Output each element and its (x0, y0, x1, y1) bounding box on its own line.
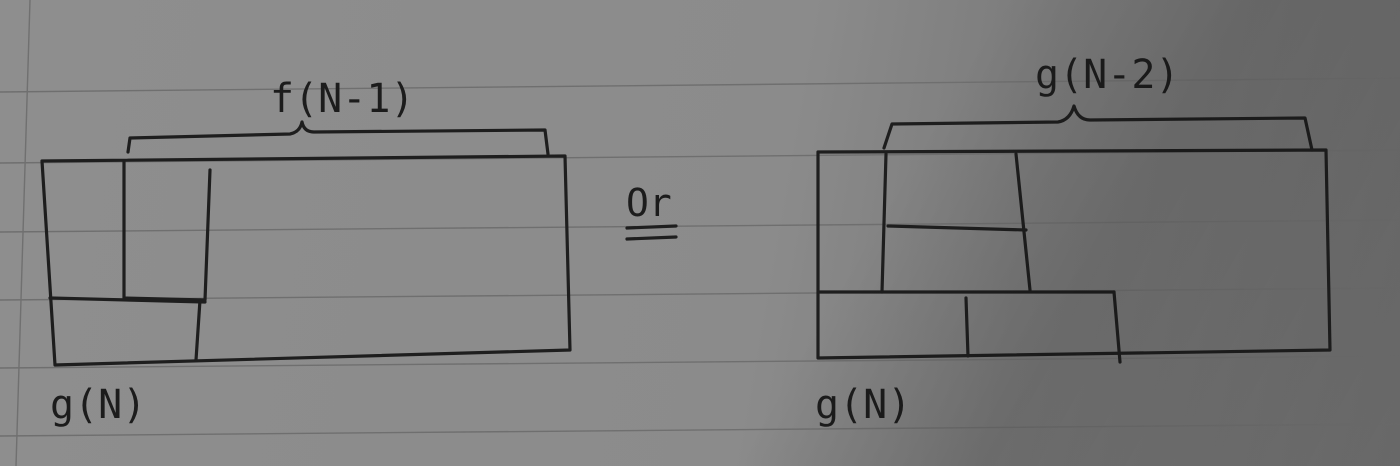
left-top-label: f(N-1) (270, 76, 415, 122)
left-brace (126, 120, 550, 156)
left-diagram: f(N-1) g(N) (40, 76, 572, 428)
right-vertical-pair (880, 152, 1032, 294)
right-outer-rect (816, 148, 1332, 360)
left-bottom-tile-divider (194, 298, 202, 362)
separator-underline-2 (625, 235, 678, 241)
right-diagram: g(N-2) g(N) (815, 52, 1332, 428)
right-bottom-tiles (964, 290, 1122, 364)
left-bottom-label: g(N) (50, 382, 146, 428)
right-bottom-label: g(N) (815, 382, 911, 428)
separator-underline-1 (625, 224, 678, 230)
left-horizontal-tile-divider (48, 296, 207, 304)
left-outer-rect (40, 154, 572, 367)
left-square-tile-top (122, 159, 212, 302)
separator-word: Or (626, 181, 672, 225)
right-brace (882, 104, 1314, 152)
separator: Or (625, 181, 678, 241)
right-top-label: g(N-2) (1035, 52, 1180, 98)
